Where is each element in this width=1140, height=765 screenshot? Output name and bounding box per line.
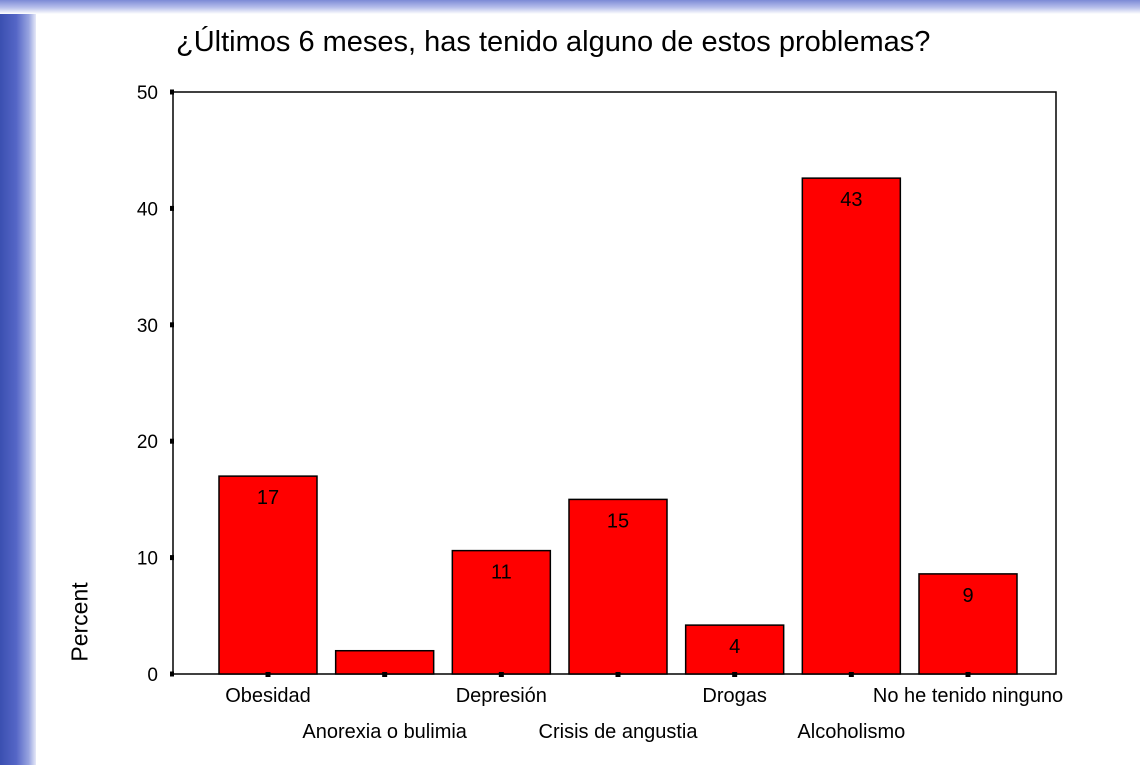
y-tick-mark-0: [170, 671, 174, 677]
y-tick-label-1: 10: [137, 549, 158, 570]
y-tick-label-0: 0: [147, 665, 158, 686]
chart-title: ¿Últimos 6 meses, has tenido alguno de e…: [176, 26, 931, 58]
y-tick-mark-3: [170, 322, 174, 328]
x-tick-label-3: Crisis de angustia: [539, 721, 699, 743]
y-tick-label-3: 30: [137, 316, 158, 337]
x-tick-label-1: Anorexia o bulimia: [302, 721, 467, 743]
x-tick-mark-6: [965, 672, 971, 677]
y-tick-mark-4: [170, 205, 174, 211]
x-tick-label-4: Drogas: [702, 685, 766, 707]
data-label-3: 15: [607, 510, 629, 532]
x-tick-label-6: No he tenido ninguno: [873, 685, 1063, 707]
left-decorative-band: [0, 0, 36, 765]
x-tick-label-5: Alcoholismo: [797, 721, 905, 743]
x-tick-mark-4: [732, 672, 738, 677]
data-label-0: 17: [257, 487, 279, 509]
bars-group: 17 11 15 4 43 9: [218, 177, 1018, 675]
data-label-2: 11: [491, 562, 512, 584]
x-tick-mark-2: [498, 672, 504, 677]
x-tick-mark-3: [615, 672, 621, 677]
y-tick-mark-2: [170, 438, 174, 444]
data-label-4: 4: [729, 636, 740, 658]
x-tick-label-2: Depresión: [456, 685, 547, 707]
x-tick-mark-5: [848, 672, 854, 677]
x-axis: Obesidad Anorexia o bulimia Depresión Crisi…: [225, 672, 1063, 743]
bar-1: [334, 649, 435, 675]
y-tick-mark-1: [170, 555, 174, 561]
x-tick-mark-1: [382, 672, 388, 677]
bar-0: [218, 475, 318, 675]
y-tick-label-2: 20: [137, 432, 158, 453]
x-tick-mark-0: [265, 672, 271, 677]
y-tick-label-5: 50: [137, 83, 158, 104]
top-decorative-band: [0, 0, 1140, 14]
data-label-6: 9: [962, 585, 973, 607]
data-label-5: 43: [840, 189, 862, 211]
y-tick-label-4: 40: [137, 199, 158, 220]
y-tick-mark-5: [170, 89, 174, 95]
bar-5: [801, 177, 902, 675]
x-tick-label-0: Obesidad: [225, 685, 311, 707]
y-axis: 0 10 20 30 40 50: [137, 83, 174, 686]
